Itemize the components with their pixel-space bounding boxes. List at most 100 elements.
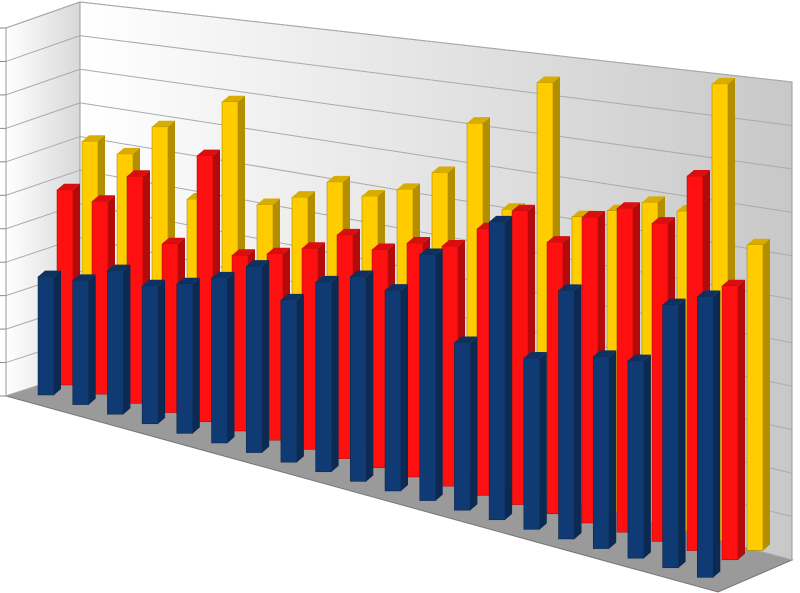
bar-top: [712, 77, 735, 84]
bar-top: [547, 236, 570, 243]
bar-top: [327, 175, 350, 182]
bar-top: [537, 76, 560, 83]
bar: [523, 352, 547, 530]
bar-top: [627, 354, 651, 361]
bar: [211, 271, 235, 444]
bar-side: [192, 277, 200, 434]
bar: [419, 248, 443, 501]
bar-top: [512, 204, 535, 211]
bar-top: [372, 243, 395, 250]
bar-top: [246, 260, 270, 267]
bar-top: [722, 279, 745, 286]
bar-side: [227, 271, 235, 443]
bar-front: [721, 285, 739, 561]
grid-line: [5, 169, 81, 196]
bar-side: [296, 293, 304, 463]
bar-top: [642, 196, 665, 203]
bar-top: [38, 270, 61, 277]
bar-side: [123, 264, 131, 415]
bar-top: [127, 170, 150, 177]
bar: [721, 279, 745, 561]
bar-top: [454, 336, 478, 343]
bar-top: [687, 169, 710, 176]
bar-top: [662, 298, 686, 305]
bar-top: [72, 274, 96, 281]
bar-top: [432, 166, 455, 173]
bar-front: [419, 254, 436, 501]
grid-line: [79, 35, 793, 126]
bar-front: [350, 276, 367, 482]
bar-front: [141, 285, 159, 425]
bar-top: [280, 293, 304, 300]
bar-top: [467, 117, 490, 124]
bar-top: [176, 277, 200, 284]
bar-side: [678, 298, 686, 568]
bar-top: [257, 198, 280, 205]
bar-top: [302, 242, 325, 249]
bar: [72, 274, 96, 405]
bar: [141, 279, 166, 425]
bar-front: [315, 281, 332, 473]
bar: [37, 270, 61, 396]
bar-top: [385, 284, 408, 291]
bar: [176, 277, 200, 434]
bar: [245, 260, 270, 453]
bar: [558, 284, 582, 540]
bar-top: [697, 290, 721, 297]
bar-front: [627, 360, 645, 559]
grid-line: [79, 102, 793, 213]
bar-top: [315, 275, 339, 282]
bar-front: [266, 253, 284, 441]
bar: [627, 354, 651, 559]
grid-line: [79, 68, 793, 170]
bar-top: [419, 248, 443, 255]
bar-front: [72, 280, 89, 405]
bar: [746, 238, 770, 551]
bar-top: [162, 237, 185, 244]
bar-top: [117, 147, 140, 154]
bar: [107, 264, 131, 415]
bar: [384, 284, 408, 492]
bar: [454, 336, 478, 511]
bar-top: [152, 120, 175, 127]
bar-top: [92, 195, 115, 202]
grid-line: [5, 136, 81, 163]
bar-front: [37, 276, 55, 396]
bar-top: [350, 270, 374, 277]
bar-top: [442, 240, 465, 247]
bar-side: [470, 336, 478, 511]
bar-front: [746, 244, 764, 551]
grid-line: [5, 1, 81, 29]
bar-side: [331, 275, 339, 472]
bar-side: [54, 270, 61, 395]
bar-top: [593, 350, 617, 357]
bar-top: [362, 189, 385, 196]
bar: [488, 215, 513, 521]
bar-top: [652, 217, 675, 224]
bar-top: [747, 238, 770, 245]
bar-front: [558, 290, 575, 540]
bar-side: [435, 248, 443, 501]
bar-side: [713, 290, 721, 578]
bar-top: [57, 183, 80, 190]
bar-top: [222, 95, 245, 102]
bar-front: [592, 356, 610, 549]
bar-top: [197, 149, 220, 156]
bar: [350, 270, 374, 482]
bar-side: [505, 215, 513, 520]
bar-front: [662, 304, 679, 569]
bar-side: [539, 352, 547, 530]
grid-line: [5, 102, 81, 129]
bar-side: [158, 279, 166, 424]
bar-front: [211, 277, 228, 444]
bar-top: [232, 249, 255, 256]
bar-front: [245, 265, 263, 453]
bar-top: [211, 271, 235, 278]
bar-front: [107, 270, 124, 415]
bar-front: [176, 283, 194, 434]
bar: [697, 290, 721, 578]
bar: [315, 275, 339, 473]
bar-front: [488, 221, 506, 521]
grid-line: [5, 68, 81, 96]
